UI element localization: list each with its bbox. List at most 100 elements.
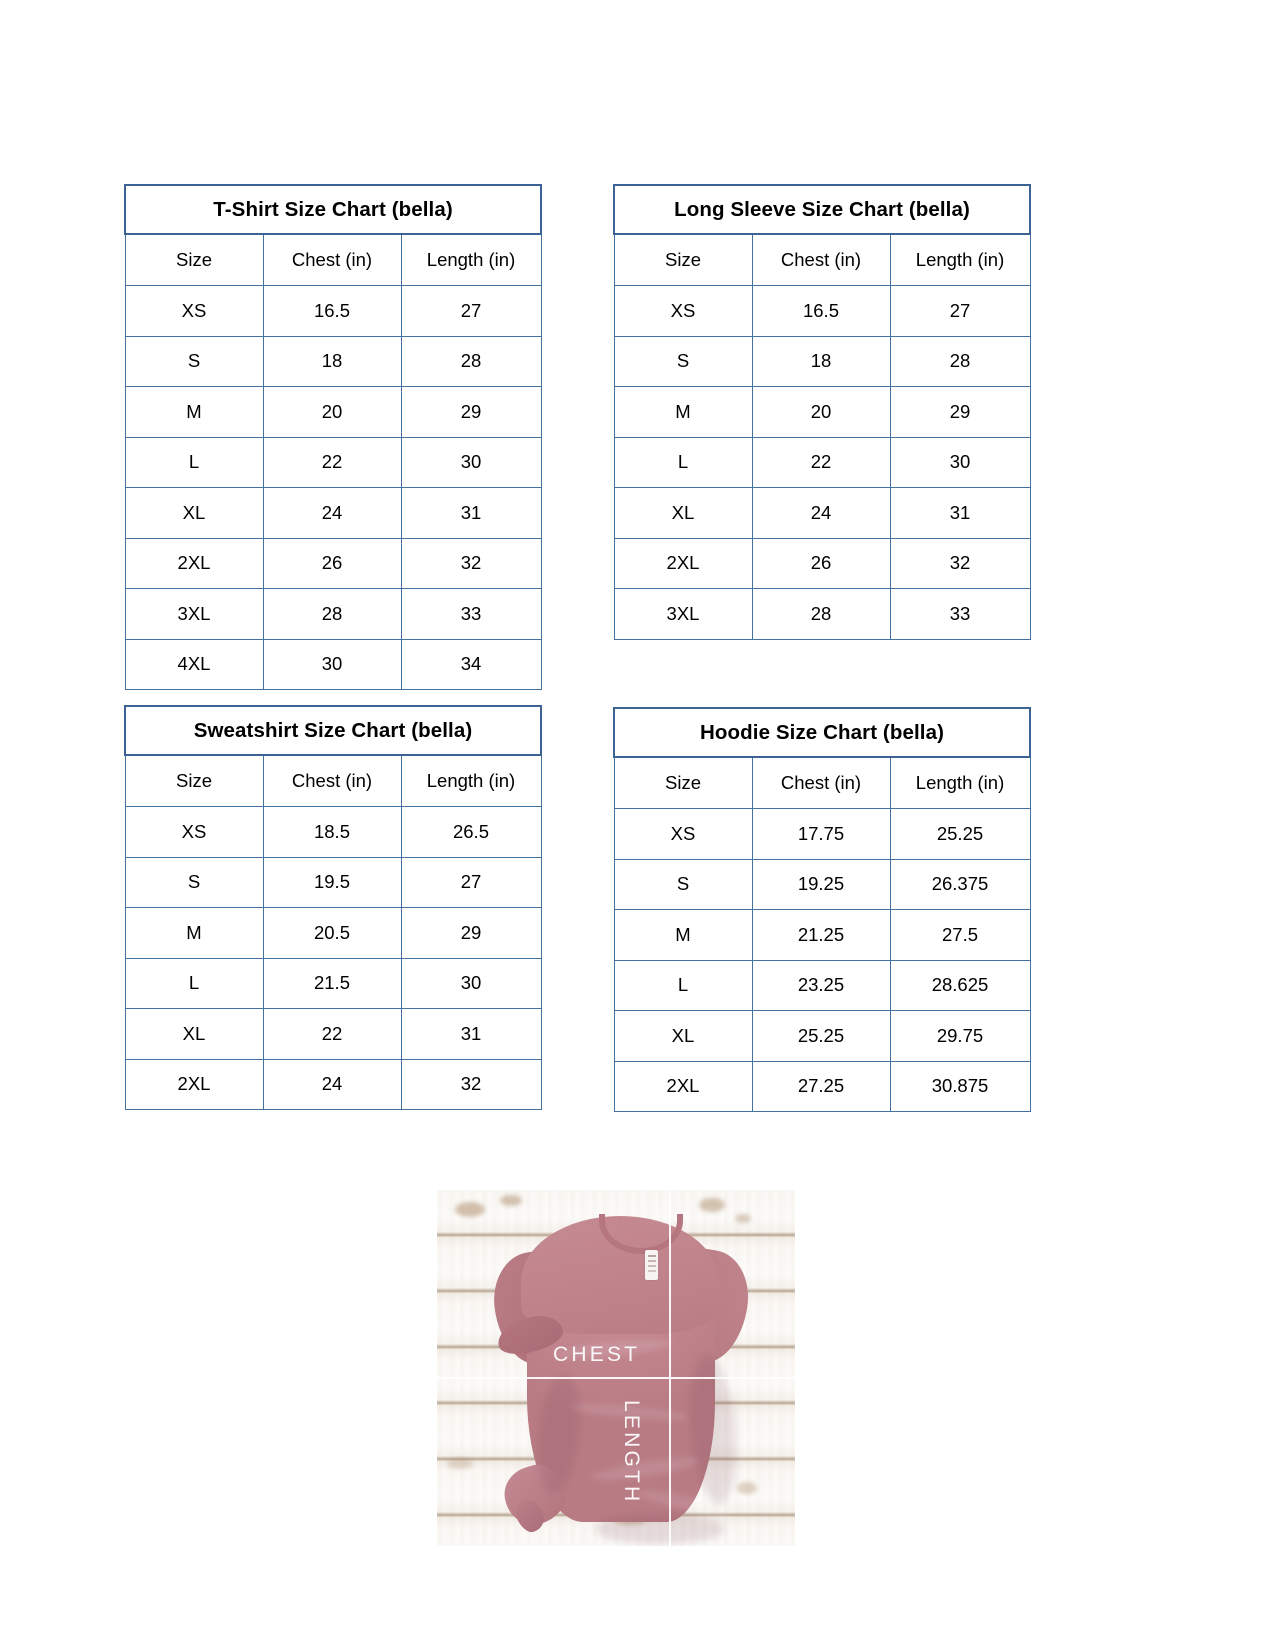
cell-size: 3XL — [613, 588, 753, 640]
cell-size: 2XL — [124, 537, 264, 589]
table-row: XL 24 31 — [613, 487, 1031, 539]
cell-size: M — [613, 386, 753, 438]
cell-chest: 20 — [751, 386, 891, 438]
table-title-row: Sweatshirt Size Chart (bella) — [124, 705, 542, 756]
table-row: XS 18.5 26.5 — [124, 806, 542, 858]
cell-size: M — [613, 909, 753, 961]
wood-knot-spot — [699, 1198, 725, 1212]
cell-length: 28.625 — [889, 959, 1031, 1011]
cell-chest: 18 — [751, 335, 891, 387]
cell-size: XL — [613, 1010, 753, 1062]
table-header-row: Size Chest (in) Length (in) — [613, 233, 1031, 286]
cell-length: 29 — [889, 386, 1031, 438]
cell-chest: 19.25 — [751, 858, 891, 910]
table-header-row: Size Chest (in) Length (in) — [124, 754, 542, 807]
cell-length: 28 — [889, 335, 1031, 387]
cell-chest: 16.5 — [262, 285, 402, 337]
column-header-length: Length (in) — [400, 754, 542, 807]
cell-size: L — [124, 957, 264, 1009]
cell-chest: 26 — [751, 537, 891, 589]
table-row: S 19.5 27 — [124, 856, 542, 908]
cell-length: 28 — [400, 335, 542, 387]
cell-chest: 28 — [751, 588, 891, 640]
cell-chest: 26 — [262, 537, 402, 589]
cell-chest: 16.5 — [751, 285, 891, 337]
cell-length: 29 — [400, 386, 542, 438]
table-header-row: Size Chest (in) Length (in) — [124, 233, 542, 286]
column-header-chest: Chest (in) — [262, 754, 402, 807]
column-header-length: Length (in) — [889, 233, 1031, 286]
cell-size: M — [124, 907, 264, 959]
wood-knot-spot — [737, 1482, 757, 1494]
chest-measurement-label: CHEST — [553, 1343, 641, 1366]
table-row: L 22 30 — [613, 436, 1031, 488]
cell-length: 33 — [400, 588, 542, 640]
table-title: Long Sleeve Size Chart (bella) — [612, 184, 1032, 235]
cell-size: S — [124, 335, 264, 387]
table-row: M 20 29 — [124, 386, 542, 438]
table-header-row: Size Chest (in) Length (in) — [613, 756, 1031, 809]
cell-size: S — [613, 335, 753, 387]
sweatshirt-size-chart-table: Sweatshirt Size Chart (bella) Size Chest… — [124, 705, 542, 1110]
tshirt-measurement-photo: CHEST LENGTH — [437, 1190, 795, 1546]
cell-size: XL — [124, 487, 264, 539]
cell-length: 26.5 — [400, 806, 542, 858]
table-title: Sweatshirt Size Chart (bella) — [124, 705, 542, 756]
cell-size: L — [613, 436, 753, 488]
cell-length: 32 — [400, 537, 542, 589]
table-row: L 22 30 — [124, 436, 542, 488]
tshirt-garment — [487, 1214, 756, 1544]
cell-chest: 27.25 — [751, 1060, 891, 1112]
column-header-size: Size — [613, 756, 753, 809]
table-row: XS 16.5 27 — [613, 285, 1031, 337]
column-header-size: Size — [613, 233, 753, 286]
cell-chest: 18.5 — [262, 806, 402, 858]
cell-chest: 25.25 — [751, 1010, 891, 1062]
table-row: 4XL 30 34 — [124, 638, 542, 690]
table-title: T-Shirt Size Chart (bella) — [123, 184, 543, 235]
cell-length: 27 — [400, 856, 542, 908]
column-header-size: Size — [124, 233, 264, 286]
cell-length: 31 — [889, 487, 1031, 539]
table-row: 2XL 24 32 — [124, 1058, 542, 1110]
cell-size: L — [124, 436, 264, 488]
table-row: 3XL 28 33 — [613, 588, 1031, 640]
fabric-shadow — [595, 1514, 725, 1544]
cell-size: XS — [613, 285, 753, 337]
cell-chest: 24 — [262, 487, 402, 539]
wood-knot-spot — [455, 1202, 485, 1217]
cell-chest: 20 — [262, 386, 402, 438]
cell-length: 32 — [889, 537, 1031, 589]
cell-size: XL — [613, 487, 753, 539]
cell-chest: 22 — [262, 1008, 402, 1060]
cell-length: 30 — [889, 436, 1031, 488]
cell-size: 4XL — [124, 638, 264, 690]
wood-knot-spot — [735, 1214, 751, 1223]
table-row: XS 16.5 27 — [124, 285, 542, 337]
table-row: L 21.5 30 — [124, 957, 542, 1009]
cell-size: 2XL — [613, 537, 753, 589]
table-title-row: T-Shirt Size Chart (bella) — [123, 184, 543, 235]
table-row: XL 25.25 29.75 — [613, 1010, 1031, 1062]
chest-measurement-line — [437, 1377, 795, 1379]
cell-size: L — [613, 959, 753, 1011]
cell-chest: 21.5 — [262, 957, 402, 1009]
wood-knot-spot — [447, 1458, 473, 1469]
longsleeve-size-chart-table: Long Sleeve Size Chart (bella) Size Ches… — [612, 184, 1032, 640]
column-header-size: Size — [124, 754, 264, 807]
cell-length: 30 — [400, 957, 542, 1009]
table-row: 2XL 27.25 30.875 — [613, 1060, 1031, 1112]
cell-chest: 28 — [262, 588, 402, 640]
column-header-chest: Chest (in) — [751, 756, 891, 809]
cell-size: S — [124, 856, 264, 908]
length-measurement-line — [669, 1190, 671, 1546]
cell-size: 2XL — [613, 1060, 753, 1112]
table-row: S 19.25 26.375 — [613, 858, 1031, 910]
cell-length: 27 — [400, 285, 542, 337]
column-header-chest: Chest (in) — [751, 233, 891, 286]
wood-knot-spot — [500, 1195, 522, 1206]
cell-length: 31 — [400, 487, 542, 539]
table-title-row: Hoodie Size Chart (bella) — [612, 707, 1032, 758]
table-row: S 18 28 — [613, 335, 1031, 387]
table-row: XS 17.75 25.25 — [613, 808, 1031, 860]
